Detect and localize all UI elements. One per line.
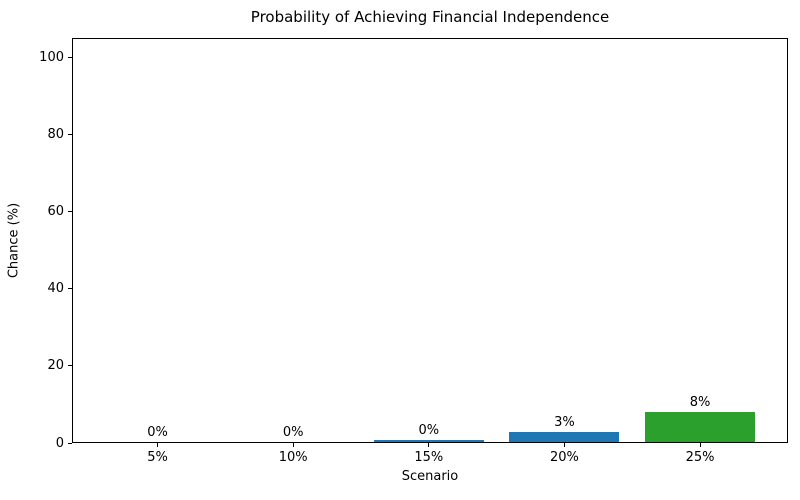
bar-value-label: 0%	[418, 423, 440, 439]
y-tick-mark	[68, 133, 72, 135]
x-tick-mark	[157, 443, 158, 447]
bar-value-label: 0%	[282, 425, 304, 440]
bar-15%	[373, 440, 484, 442]
y-tick-label: 60	[47, 204, 64, 220]
x-tick-mark	[292, 443, 294, 447]
x-tick-mark	[699, 443, 701, 447]
y-tick-mark	[68, 288, 72, 290]
x-axis-label: Scenario	[401, 469, 459, 484]
x-tick-mark	[428, 443, 430, 447]
y-tick-mark	[68, 365, 72, 367]
x-tick-label: 25%	[685, 450, 715, 465]
x-tick-label: 5%	[147, 450, 168, 465]
y-tick-label: 0	[55, 435, 64, 451]
y-tick-label: 40	[47, 281, 64, 297]
chart-title: Probability of Achieving Financial Indep…	[250, 8, 610, 26]
plot-area	[72, 38, 788, 443]
y-tick-mark	[68, 56, 72, 58]
x-tick-label: 15%	[414, 450, 444, 465]
bar-20%	[509, 431, 620, 442]
bar-25%	[645, 411, 756, 442]
y-tick-label: 100	[39, 49, 64, 65]
y-tick-mark	[68, 442, 72, 444]
bar-value-label: 0%	[147, 425, 168, 440]
y-tick-label: 20	[47, 358, 64, 374]
x-tick-label: 20%	[549, 450, 579, 465]
x-tick-mark	[563, 443, 565, 447]
bar-value-label: 3%	[554, 414, 575, 430]
x-tick-label: 10%	[278, 450, 308, 465]
y-tick-label: 80	[47, 126, 64, 142]
y-tick-mark	[68, 211, 72, 213]
bar-value-label: 8%	[689, 394, 711, 410]
